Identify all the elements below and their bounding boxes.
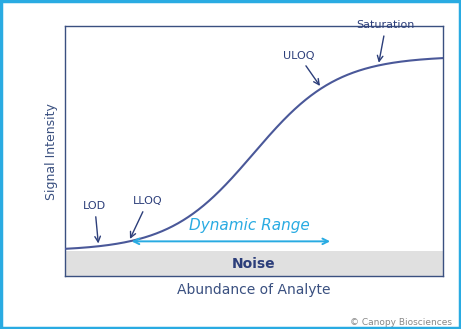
Text: Noise: Noise (232, 257, 275, 271)
X-axis label: Abundance of Analyte: Abundance of Analyte (177, 283, 330, 297)
Text: ULOQ: ULOQ (283, 51, 319, 85)
Bar (65, 251, 443, 276)
Y-axis label: Signal Intensity: Signal Intensity (45, 103, 58, 200)
Text: © Canopy Biosciences: © Canopy Biosciences (350, 318, 452, 327)
Text: LOD: LOD (83, 201, 106, 242)
Text: Saturation: Saturation (357, 20, 415, 61)
Text: Dynamic Range: Dynamic Range (189, 217, 310, 233)
Text: LLOQ: LLOQ (130, 196, 163, 238)
